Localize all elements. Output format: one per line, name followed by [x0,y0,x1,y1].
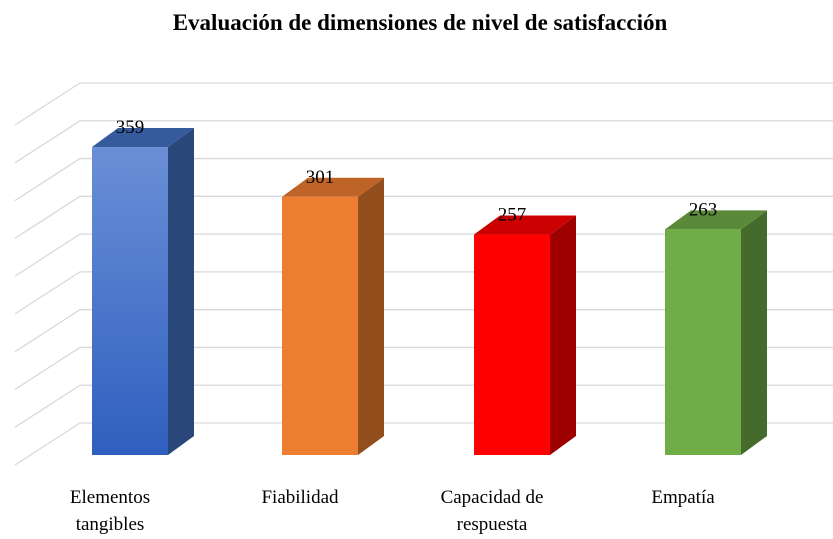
grid-line [14,195,833,239]
bar-side [550,215,576,455]
bar [282,196,358,455]
bar [92,147,168,455]
bar-top [474,215,576,235]
bar-top [92,128,194,148]
grid-line [14,82,833,126]
bar-side [168,128,194,455]
value-label: 263 [689,199,718,220]
grid-line [14,309,833,353]
bar-side [358,177,384,455]
value-label: 359 [116,117,145,138]
bar [665,229,741,455]
grid-line [14,271,833,315]
x-tick-label: Elementos tangibles [69,487,151,535]
value-label: 301 [306,167,335,188]
bar-side [741,210,767,455]
bar-top [282,177,384,197]
bar-top [665,210,767,230]
grid-line [14,422,833,466]
grid-line [14,120,833,164]
grid-line [14,157,833,202]
x-tick-label: Fiabilidad [261,487,339,508]
bar [474,234,550,455]
x-tick-label: Empatía [651,487,715,508]
value-label: 257 [498,205,527,226]
grid-line [14,346,833,390]
chart-title: Evaluación de dimensiones de nivel de sa… [173,10,668,35]
x-tick-label: Capacidad de respuesta [440,487,544,535]
grid-line [14,384,833,428]
grid-line [14,233,833,277]
